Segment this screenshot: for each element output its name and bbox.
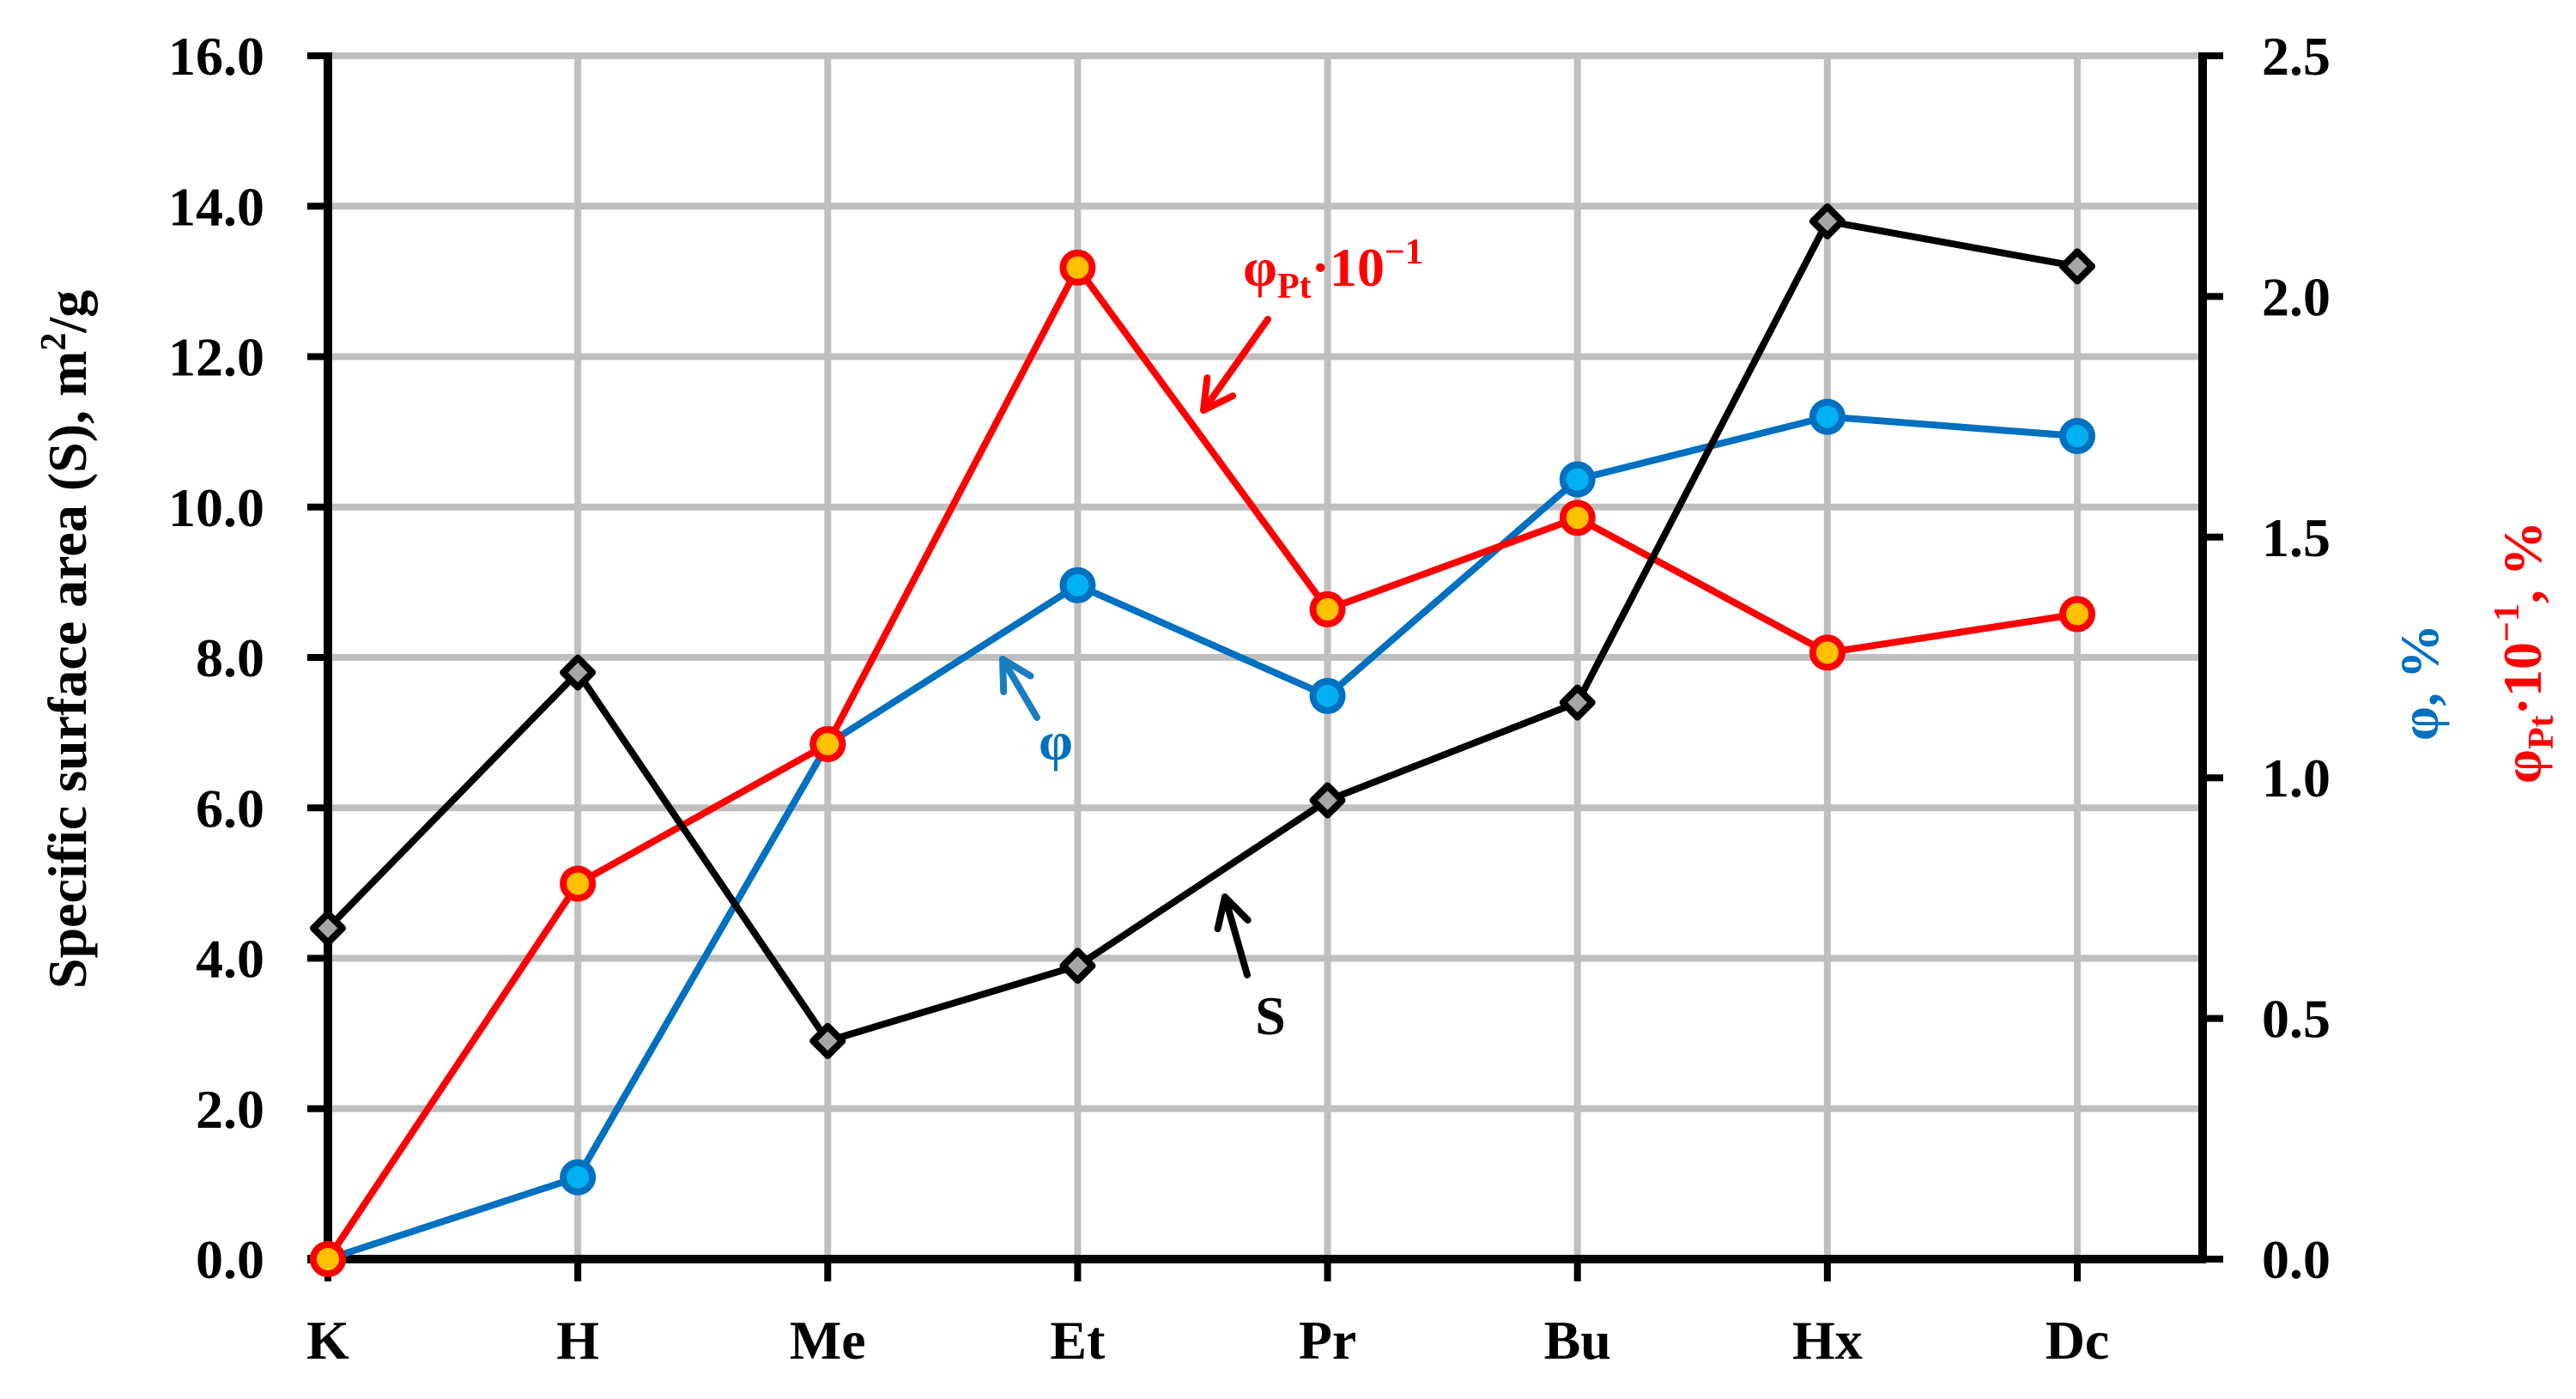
y2-tick-label: 0.5 [2262,989,2331,1050]
data-point-circle [1559,500,1596,536]
y-tick-label: 0.0 [196,1229,264,1290]
data-point-diamond [809,1022,846,1059]
annotations: S φ φPt·10−1 [999,233,1423,1046]
annotation-arrow-phi [999,656,1040,721]
annotation-phipt-main: φ [1243,237,1277,298]
data-point-circle [560,1159,597,1196]
y-axis-title-main: Specific surface area (S), m [37,351,98,990]
y2-axis-title-phipt-sup: −1 [2488,603,2527,642]
axes: 0.0 2.0 4.0 6.0 8.0 10.0 12.0 14.0 16.0 K H Me Et Pr B… [168,26,2331,1371]
data-point-diamond [1309,782,1346,819]
y-tick-label: 12.0 [168,327,264,388]
data-point-circle [310,1241,346,1277]
data-point-circle [1059,249,1096,286]
annotation-arrow-phi-head [999,656,1034,695]
y-tick-label: 14.0 [168,176,264,237]
annotation-arrow-S [1221,893,1251,978]
y-axis-title-end: /g [37,290,98,334]
y2-axis-title-phipt-sub: Pt [2522,715,2561,749]
y-tick-label: 16.0 [168,26,264,87]
data-point-circle [809,725,846,762]
axis-titles: Specific surface area (S), m2/g φ, % φPt… [34,290,2561,989]
annotation-arrow-phiPt [1200,316,1271,414]
x-category-label: K [306,1310,349,1371]
series-line [325,217,2078,1045]
data-point-circle [1309,590,1346,627]
y-tick-label: 4.0 [196,929,264,990]
data-point-circle [1559,461,1596,498]
series-line [326,413,2078,1263]
y2-axis-title-phipt-end: , % [2492,521,2553,603]
data-series [310,203,2095,1277]
series-s [310,203,2095,1059]
data-point-circle [1809,634,1846,671]
data-point-circle [2059,596,2095,633]
x-category-label: Et [1050,1310,1106,1371]
annotation-phi-label: φ [1039,711,1073,772]
y-tick-label: 2.0 [196,1079,264,1140]
data-point-circle [1059,566,1096,603]
annotation-phipt-mid: ·10 [1312,237,1385,298]
y2-tick-label: 1.0 [2262,748,2331,809]
data-point-diamond [2059,248,2095,285]
data-point-diamond [1809,203,1846,239]
x-category-label: Bu [1544,1310,1611,1371]
x-category-label: Pr [1299,1310,1357,1371]
y-tick-label: 8.0 [196,627,264,688]
annotation-phipt-sup: −1 [1385,233,1423,272]
series-line [324,263,2078,1262]
data-point-diamond [560,654,597,691]
y2-tick-label: 1.5 [2262,507,2331,568]
y2-tick-label: 2.0 [2262,266,2331,327]
data-point-circle [1309,677,1346,714]
x-category-label: Hx [1792,1310,1863,1371]
y-tick-label: 6.0 [196,778,264,839]
y2-axis-title-phi: φ, % [2389,624,2450,741]
y-axis-title: Specific surface area (S), m2/g [34,290,98,989]
series-phipt [310,249,2095,1277]
x-category-label: H [556,1310,599,1371]
y2-axis-title-phipt-mid: ·10 [2492,642,2553,715]
data-point-diamond [1059,948,1096,984]
y-tick-label: 10.0 [168,477,264,538]
x-category-label: Me [790,1310,866,1371]
y2-axis-title-phipt: φPt·10−1, % [2488,521,2561,784]
y2-tick-label: 2.5 [2262,26,2331,87]
data-point-diamond [1559,684,1596,721]
x-category-label: Dc [2046,1310,2110,1371]
data-point-diamond [310,910,346,947]
annotation-arrow-S-head [1214,893,1252,933]
data-point-circle [2059,418,2095,455]
annotation-arrow-phiPt-head [1200,374,1237,414]
y2-axis-title-phipt-main: φ [2492,749,2553,784]
annotation-phipt-label: φPt·10−1 [1243,233,1423,306]
y2-tick-label: 0.0 [2262,1229,2331,1290]
data-point-circle [560,865,597,902]
y-axis-title-sup: 2 [34,333,74,351]
annotation-s-label: S [1255,985,1286,1046]
data-point-circle [1809,398,1846,435]
annotation-phipt-sub: Pt [1277,267,1312,306]
